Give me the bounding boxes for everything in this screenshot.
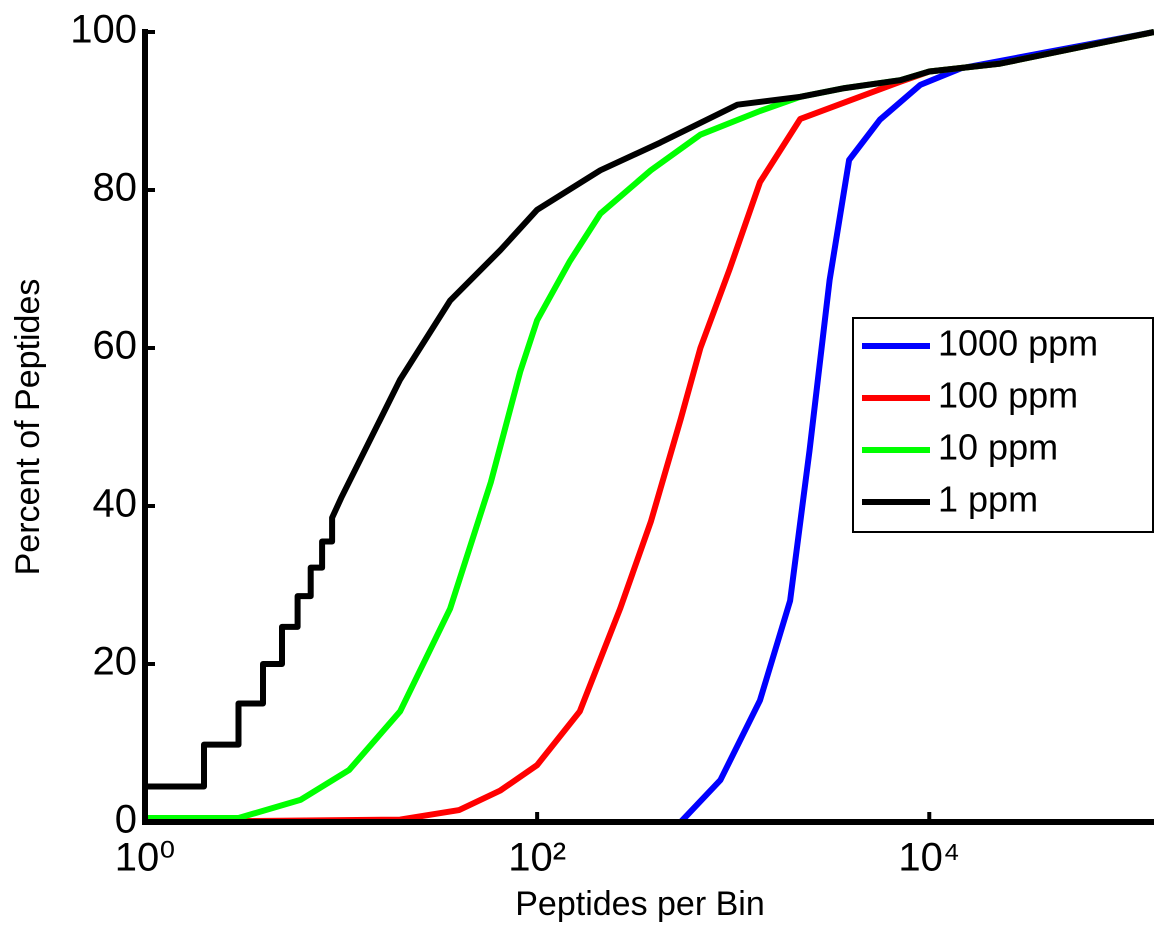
x-tick-label: 10²: [508, 836, 566, 880]
x-tick-label: 10⁰: [115, 836, 176, 880]
y-tick-label: 100: [70, 8, 137, 52]
legend-label: 1000 ppm: [938, 323, 1098, 364]
x-axis-label: Peptides per Bin: [515, 885, 765, 923]
y-tick-label: 20: [93, 640, 138, 684]
legend-label: 10 ppm: [938, 427, 1058, 468]
legend-label: 100 ppm: [938, 375, 1078, 416]
y-tick-label: 60: [93, 324, 138, 368]
y-tick-label: 40: [93, 482, 138, 526]
legend-label: 1 ppm: [938, 479, 1038, 520]
y-tick-label: 0: [115, 798, 137, 842]
series-line: [678, 29, 1154, 825]
y-tick-label: 80: [93, 166, 138, 210]
y-axis-label: Percent of Peptides: [9, 279, 47, 576]
series-line: [145, 29, 1154, 790]
legend-box: [852, 317, 1154, 533]
x-tick-label: 10⁴: [898, 836, 960, 880]
